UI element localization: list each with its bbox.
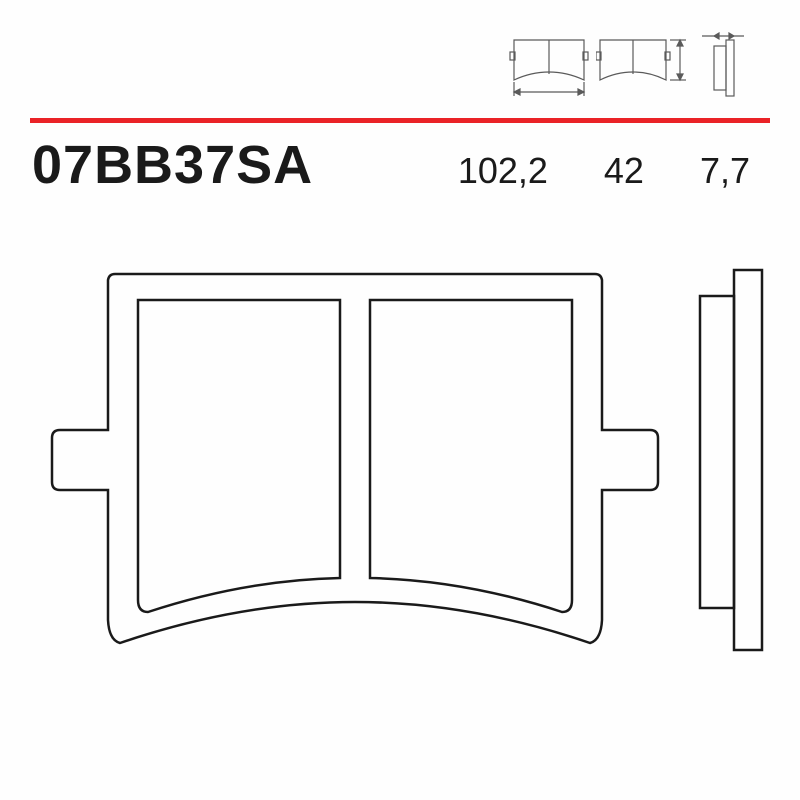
dim-height: 42 [604, 150, 644, 192]
dimension-values: 102,2 42 7,7 [458, 150, 750, 192]
backing-plate-outline [52, 274, 658, 643]
part-number: 07BB37SA [32, 134, 313, 196]
header-dimension-icons [508, 32, 750, 104]
technical-drawing [30, 240, 770, 760]
divider-rule [30, 118, 770, 123]
pad-width-icon [508, 32, 590, 104]
info-row: 07BB37SA 102,2 42 7,7 [32, 134, 750, 196]
friction-pad-left [138, 300, 340, 612]
pad-height-icon [596, 32, 690, 104]
dim-thickness: 7,7 [700, 150, 750, 192]
dim-width: 102,2 [458, 150, 548, 192]
brake-pad-outline-svg [30, 240, 770, 760]
friction-pad-right [370, 300, 572, 612]
pad-thickness-icon [696, 32, 750, 104]
side-backing-plate [734, 270, 762, 650]
side-friction-material [700, 296, 734, 608]
